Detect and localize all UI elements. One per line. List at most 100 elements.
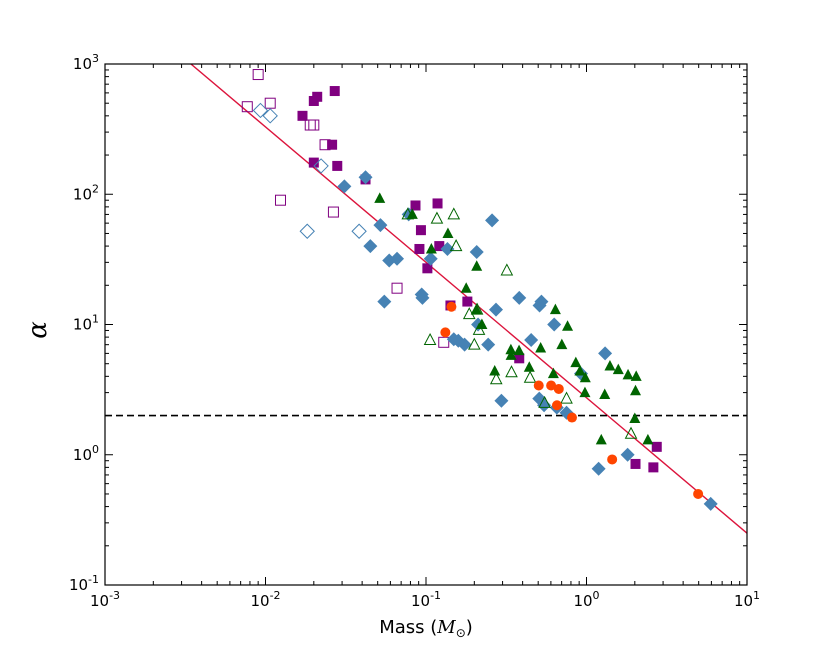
filled-triangles-point [579, 371, 591, 383]
filled-diamonds-point [377, 294, 392, 309]
filled-triangles-point [535, 342, 547, 353]
filled-squares-point [415, 225, 426, 236]
filled-squares-point [432, 198, 443, 209]
filled-squares-point [651, 441, 662, 452]
filled-diamonds-point [390, 251, 405, 266]
series-filled-diamonds [337, 170, 718, 511]
filled-circles-point [693, 488, 704, 499]
filled-squares-point [414, 243, 425, 254]
filled-squares-point [308, 95, 319, 106]
open-squares-point [304, 119, 316, 131]
x-tick-label: 10-3 [90, 589, 120, 610]
filled-diamonds-point [524, 333, 539, 348]
open-squares-point [274, 194, 286, 206]
filled-diamonds-point [358, 170, 373, 185]
filled-triangles-point [630, 370, 642, 381]
open-diamonds-point [299, 223, 315, 239]
filled-triangles-point [547, 367, 559, 379]
y-axis-label: α [23, 321, 53, 339]
filled-triangles-point [513, 344, 525, 356]
filled-squares-point [297, 110, 308, 121]
y-tick-label: 103 [73, 52, 99, 73]
filled-triangles-point [374, 192, 386, 203]
filled-diamonds-point [512, 290, 527, 305]
filled-triangles-point [599, 388, 611, 400]
series-filled-circles [440, 301, 704, 499]
filled-diamonds-point [363, 239, 378, 254]
filled-diamonds-point [423, 251, 438, 266]
filled-squares-point [630, 458, 641, 469]
filled-squares-point [332, 160, 343, 171]
filled-diamonds-point [415, 290, 430, 305]
open-squares-point [391, 282, 403, 294]
open-squares-point [252, 69, 264, 81]
filled-triangles-point [505, 349, 517, 360]
open-triangles-point [523, 370, 537, 383]
filled-triangles-point [470, 303, 482, 315]
filled-diamonds-point [494, 393, 509, 408]
open-triangles-point [423, 332, 437, 346]
x-tick-label: 10-2 [250, 589, 280, 610]
filled-triangles-point [442, 227, 454, 238]
filled-squares-point [327, 139, 338, 150]
filled-circles-point [546, 380, 557, 391]
y-tick-label: 101 [73, 313, 99, 334]
open-triangles-point [624, 426, 638, 439]
filled-diamonds-point [591, 461, 606, 476]
filled-triangles-point [574, 364, 586, 376]
filled-squares-point [514, 353, 525, 364]
filled-squares-point [434, 241, 445, 252]
filled-triangles-point [549, 303, 561, 315]
filled-squares-point [422, 263, 433, 274]
filled-squares-point [308, 157, 319, 168]
filled-squares-point [462, 296, 473, 307]
open-diamonds-point [262, 108, 278, 124]
plot-area [105, 64, 747, 585]
open-triangles-point [447, 207, 461, 220]
open-triangles-point [538, 395, 551, 408]
x-axis-label: Mass (M⊙) [379, 617, 473, 640]
open-squares-point [438, 336, 450, 348]
series-open-diamonds [252, 102, 367, 239]
filled-diamonds-point [469, 245, 484, 260]
open-squares-point [319, 139, 331, 151]
filled-squares-point [648, 462, 659, 473]
filled-triangles-point [579, 386, 591, 398]
open-triangles-point [449, 239, 463, 252]
filled-triangles-point [595, 433, 607, 445]
open-squares-point [327, 206, 339, 218]
filled-circles-point [552, 400, 563, 411]
filled-diamonds-point [457, 337, 472, 352]
filled-diamonds-point [547, 317, 562, 332]
filled-circles-point [446, 301, 457, 312]
filled-diamonds-point [620, 447, 635, 462]
series-open-triangles [401, 207, 638, 439]
filled-diamonds-point [532, 298, 547, 313]
filled-triangles-point [476, 318, 488, 329]
filled-diamonds-point [481, 337, 496, 352]
filled-triangles-point [642, 433, 654, 445]
filled-triangles-point [622, 368, 634, 380]
filled-diamonds-point [373, 218, 388, 233]
series-filled-triangles [374, 192, 654, 445]
filled-circles-point [566, 412, 577, 423]
filled-diamonds-point [598, 346, 613, 361]
filled-circles-point [533, 380, 544, 391]
filled-diamonds-point [489, 302, 504, 317]
filled-diamonds-point [337, 179, 352, 194]
filled-triangles-point [612, 363, 624, 375]
y-tick-label: 100 [73, 443, 99, 464]
filled-triangles-point [604, 360, 616, 371]
filled-circles-point [607, 454, 618, 465]
filled-triangles-point [489, 364, 501, 376]
open-triangles-point [560, 391, 573, 404]
x-tick-label: 10-1 [411, 589, 441, 610]
open-triangles-point [489, 372, 503, 385]
filled-triangles-point [556, 338, 568, 350]
open-triangles-point [401, 207, 415, 220]
open-triangles-point [500, 263, 514, 276]
filled-diamonds-point [703, 496, 718, 511]
filled-triangles-point [630, 384, 642, 396]
open-triangles-point [470, 302, 484, 315]
open-triangles-point [472, 322, 486, 335]
